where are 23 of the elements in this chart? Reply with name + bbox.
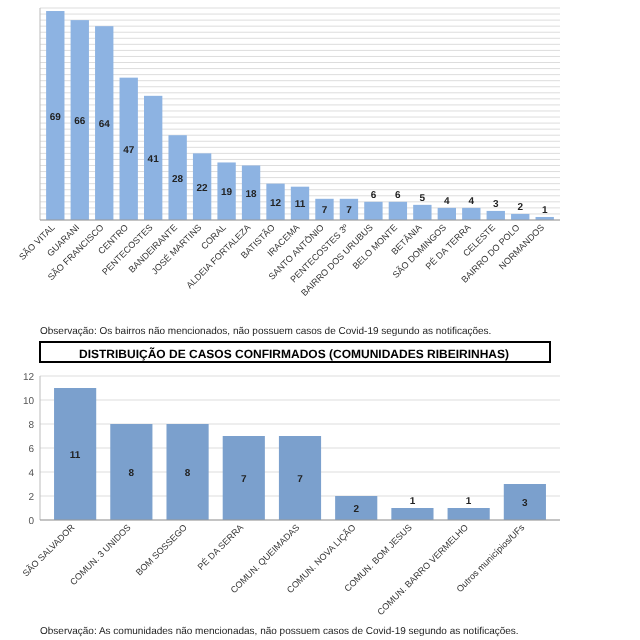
bar: [388, 201, 408, 220]
bar: [241, 165, 261, 220]
bar: [364, 201, 383, 220]
bar: [391, 508, 434, 520]
bar: [503, 484, 546, 520]
bar: [166, 424, 209, 520]
bar: [192, 153, 212, 220]
bar: [447, 508, 490, 520]
bar: [110, 424, 153, 520]
bar: [413, 204, 432, 220]
bar: [46, 11, 65, 220]
bar: [315, 198, 334, 220]
bar: [54, 388, 97, 520]
bar: [266, 183, 285, 220]
bar: [217, 162, 236, 220]
bar: [335, 496, 378, 520]
bar: [70, 20, 89, 220]
bar: [119, 77, 138, 220]
bar: [95, 26, 114, 220]
bar: [144, 95, 163, 220]
bar: [168, 135, 187, 220]
bar: [222, 436, 265, 520]
bar: [278, 436, 322, 520]
